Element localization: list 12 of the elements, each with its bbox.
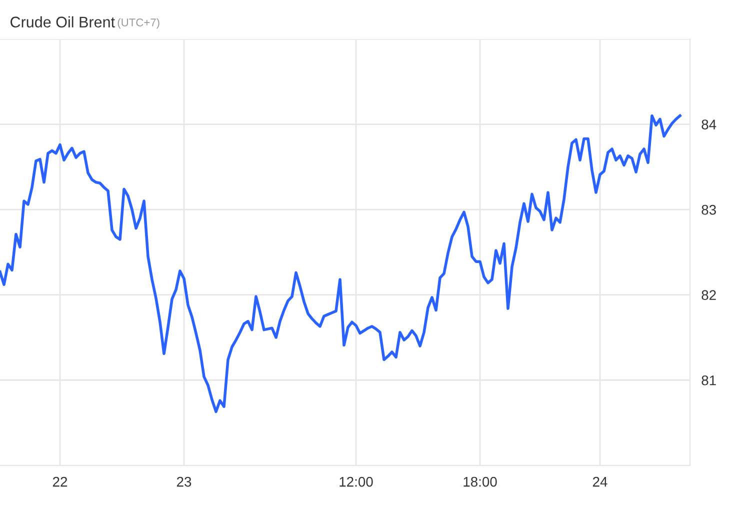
y-tick-label: 82 (702, 290, 716, 300)
x-tick-label: 18:00 (464, 476, 497, 487)
x-tick-label: 23 (176, 476, 192, 487)
x-tick-label: 22 (52, 476, 68, 487)
y-tick-label: 84 (702, 120, 716, 130)
x-tick-label: 12:00 (340, 476, 373, 487)
line-series (0, 114, 682, 414)
x-tick-label: 24 (592, 476, 608, 487)
chart-subtitle: (UTC+7) (118, 18, 160, 29)
y-tick-label: 81 (702, 375, 716, 386)
y-tick-label: 83 (702, 204, 716, 215)
chart-title: Crude Oil Brent (10, 16, 115, 28)
